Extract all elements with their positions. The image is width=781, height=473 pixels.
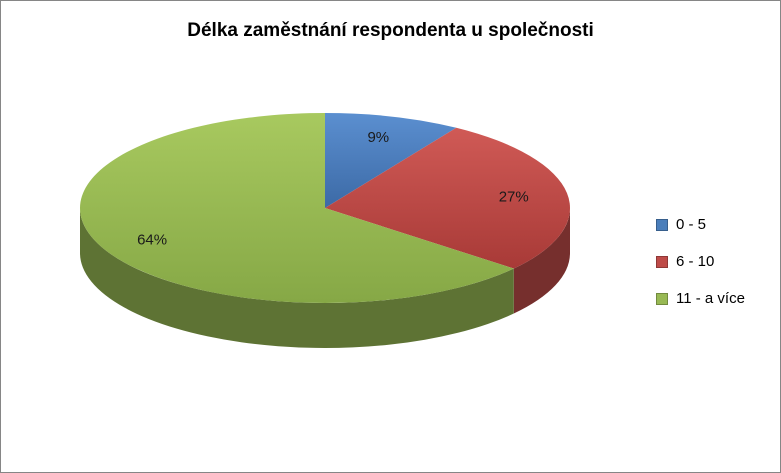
legend-item: 11 - a více — [656, 280, 745, 317]
pie-slice — [325, 113, 457, 208]
pie-slice-side — [513, 208, 570, 314]
legend-label: 6 - 10 — [676, 253, 715, 270]
legend-label: 11 - a více — [676, 290, 745, 307]
chart-title: Délka zaměstnání respondenta u společnos… — [187, 20, 594, 41]
legend-swatch — [656, 255, 668, 268]
pie-slice — [325, 127, 570, 269]
pie-slice-side — [80, 208, 514, 348]
legend-swatch — [656, 218, 668, 231]
legend-item: 6 - 10 — [656, 243, 745, 280]
data-label: 64% — [137, 232, 167, 249]
legend-label: 0 - 5 — [676, 216, 707, 233]
data-label: 27% — [499, 188, 529, 205]
legend: 0 - 5 6 - 10 11 - a více — [656, 206, 745, 317]
pie-slice — [79, 113, 514, 303]
legend-item: 0 - 5 — [656, 206, 745, 243]
data-label: 9% — [367, 129, 389, 146]
legend-swatch — [656, 292, 668, 305]
